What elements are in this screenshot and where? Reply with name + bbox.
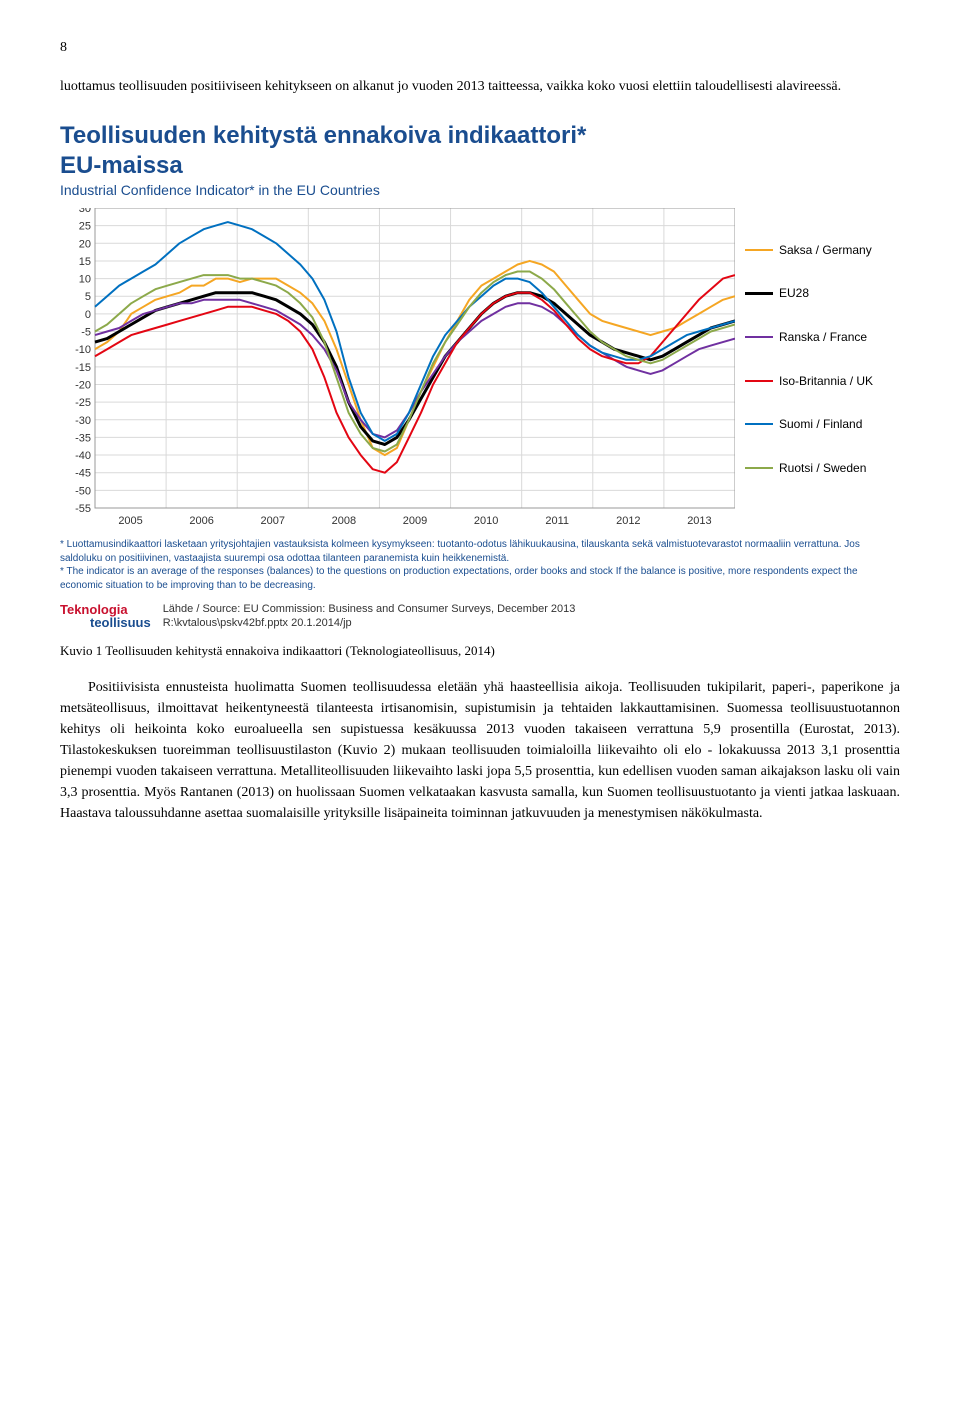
source-logo: Teknologia teollisuus xyxy=(60,603,151,629)
legend-label: Iso-Britannia / UK xyxy=(779,374,873,388)
legend-swatch xyxy=(745,467,773,469)
svg-text:2013: 2013 xyxy=(687,515,711,527)
svg-text:25: 25 xyxy=(79,221,91,233)
chart-title: Teollisuuden kehitystä ennakoiva indikaa… xyxy=(60,122,900,150)
svg-text:2012: 2012 xyxy=(616,515,640,527)
svg-text:2007: 2007 xyxy=(261,515,285,527)
footnote-en: * The indicator is an average of the res… xyxy=(60,565,900,592)
source-line1: Lähde / Source: EU Commission: Business … xyxy=(163,602,576,616)
svg-text:-20: -20 xyxy=(75,379,91,391)
svg-text:5: 5 xyxy=(85,291,91,303)
legend-label: Suomi / Finland xyxy=(779,417,862,431)
svg-text:-15: -15 xyxy=(75,362,91,374)
legend-swatch xyxy=(745,249,773,251)
legend-swatch xyxy=(745,423,773,425)
svg-text:-45: -45 xyxy=(75,468,91,480)
legend-item: EU28 xyxy=(745,286,873,300)
svg-text:2011: 2011 xyxy=(545,515,569,527)
svg-text:-55: -55 xyxy=(75,503,91,515)
legend-item: Saksa / Germany xyxy=(745,243,873,257)
svg-text:-40: -40 xyxy=(75,450,91,462)
svg-text:-25: -25 xyxy=(75,397,91,409)
svg-text:15: 15 xyxy=(79,256,91,268)
page-number: 8 xyxy=(60,40,900,56)
svg-text:-35: -35 xyxy=(75,432,91,444)
legend-swatch xyxy=(745,292,773,295)
source-row: Teknologia teollisuus Lähde / Source: EU… xyxy=(60,602,900,631)
legend-label: EU28 xyxy=(779,286,809,300)
legend-item: Ranska / France xyxy=(745,330,873,344)
svg-text:-10: -10 xyxy=(75,344,91,356)
legend-item: Ruotsi / Sweden xyxy=(745,461,873,475)
chart-plot-area: 2005200620072008200920102011201220133025… xyxy=(60,208,735,530)
legend-label: Ranska / France xyxy=(779,330,867,344)
svg-text:2009: 2009 xyxy=(403,515,427,527)
legend-item: Suomi / Finland xyxy=(745,417,873,431)
svg-text:-5: -5 xyxy=(81,327,91,339)
legend-swatch xyxy=(745,380,773,382)
svg-text:-30: -30 xyxy=(75,415,91,427)
legend-item: Iso-Britannia / UK xyxy=(745,374,873,388)
svg-text:-50: -50 xyxy=(75,485,91,497)
svg-text:2005: 2005 xyxy=(118,515,142,527)
chart-footnotes: * Luottamusindikaattori lasketaan yritys… xyxy=(60,538,900,592)
chart-subtitle-en: Industrial Confidence Indicator* in the … xyxy=(60,182,900,198)
chart-container: 2005200620072008200920102011201220133025… xyxy=(60,208,900,530)
legend-swatch xyxy=(745,336,773,338)
chart-svg: 2005200620072008200920102011201220133025… xyxy=(60,208,735,530)
svg-text:2008: 2008 xyxy=(332,515,356,527)
source-citation: Lähde / Source: EU Commission: Business … xyxy=(163,602,576,631)
footnote-fi: * Luottamusindikaattori lasketaan yritys… xyxy=(60,538,900,565)
svg-text:30: 30 xyxy=(79,208,91,215)
svg-text:20: 20 xyxy=(79,238,91,250)
legend-label: Ruotsi / Sweden xyxy=(779,461,866,475)
body-paragraph: Positiivisista ennusteista huolimatta Su… xyxy=(60,677,900,824)
figure-caption: Kuvio 1 Teollisuuden kehitystä ennakoiva… xyxy=(60,643,900,659)
logo-line2: teollisuus xyxy=(90,616,151,629)
svg-text:0: 0 xyxy=(85,309,91,321)
intro-paragraph: luottamus teollisuuden positiiviseen keh… xyxy=(60,76,900,97)
chart-legend: Saksa / Germany EU28 Ranska / France Iso-Br… xyxy=(735,208,873,530)
chart-subtitle-region: EU-maissa xyxy=(60,152,900,180)
legend-label: Saksa / Germany xyxy=(779,243,872,257)
svg-text:2010: 2010 xyxy=(474,515,498,527)
source-line2: R:\kvtalous\pskv42bf.pptx 20.1.2014/jp xyxy=(163,616,576,630)
svg-text:2006: 2006 xyxy=(189,515,213,527)
svg-text:10: 10 xyxy=(79,274,91,286)
